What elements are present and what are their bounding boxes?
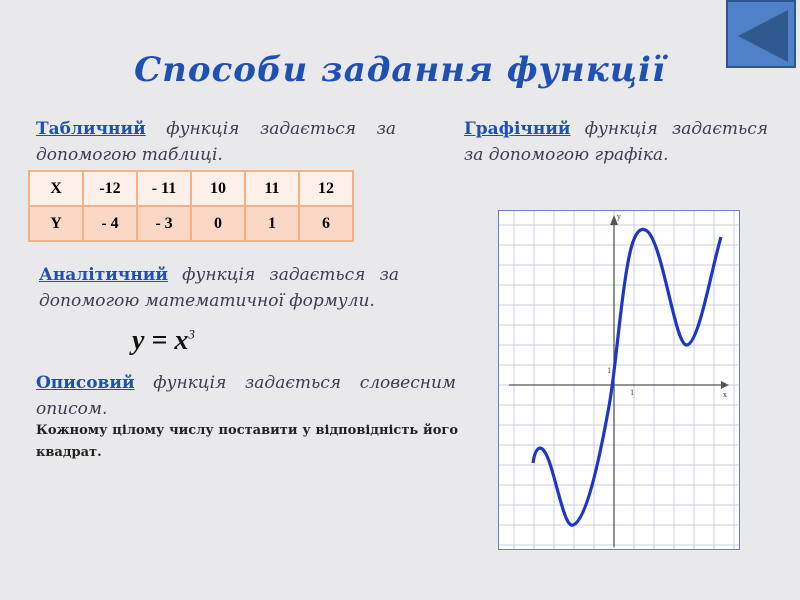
analytic-text: функція задається за допомогою математич… (39, 265, 399, 311)
y-axis-arrow-icon (610, 215, 618, 225)
table-cell: - 11 (136, 170, 192, 207)
table-cell: - 3 (136, 205, 192, 242)
x-unit-label: 1 (630, 389, 634, 397)
table-cell: -12 (82, 170, 138, 207)
y-axis-label: y (616, 213, 621, 221)
table-row-y: Y - 4 - 3 0 1 6 (28, 205, 354, 242)
function-graph: x y 1 1 (493, 204, 740, 550)
descriptive-text: функція задається словесним описом. (36, 373, 456, 419)
page-title: Способи задання функції (134, 50, 666, 90)
table-cell: 12 (298, 170, 354, 207)
values-table: X -12 - 11 10 11 12 Y - 4 - 3 0 1 6 (28, 170, 354, 242)
formula-exponent: 3 (188, 326, 195, 342)
y-unit-label: 1 (607, 367, 611, 375)
descriptive-example: Кожному цілому числу поставити у відпові… (36, 423, 458, 460)
graphical-link[interactable]: Графічний (464, 119, 571, 139)
table-cell: Y (28, 205, 84, 242)
graphical-description: Графічний функція задається за допомогою… (464, 116, 768, 168)
table-cell: 10 (190, 170, 246, 207)
back-arrow-icon (738, 10, 788, 62)
graphical-text: функція задається за допомогою графіка. (464, 119, 768, 165)
x-axis-label: x (723, 391, 727, 399)
formula: y = x3 (132, 325, 195, 357)
grid (493, 204, 739, 549)
descriptive-link[interactable]: Описовий (36, 373, 135, 393)
formula-base: y = x (132, 325, 189, 356)
table-cell: - 4 (82, 205, 138, 242)
tabular-description: Табличний функція задається за допомогою… (36, 116, 396, 168)
table-cell: 6 (298, 205, 354, 242)
graph-svg: x y 1 1 (493, 204, 739, 549)
back-button[interactable] (726, 0, 796, 68)
descriptive-description: Описовий функція задається словесним опи… (36, 370, 456, 422)
table-cell: X (28, 170, 84, 207)
table-row-x: X -12 - 11 10 11 12 (28, 170, 354, 207)
tabular-link[interactable]: Табличний (36, 119, 146, 139)
analytic-description: Аналітичний функція задається за допомог… (39, 262, 399, 314)
analytic-link[interactable]: Аналітичний (39, 265, 168, 285)
table-cell: 0 (190, 205, 246, 242)
table-cell: 11 (244, 170, 300, 207)
function-curve (531, 227, 723, 527)
table-cell: 1 (244, 205, 300, 242)
x-axis-arrow-icon (721, 381, 729, 389)
tabular-text: функція задається за допомогою таблиці. (36, 119, 396, 165)
